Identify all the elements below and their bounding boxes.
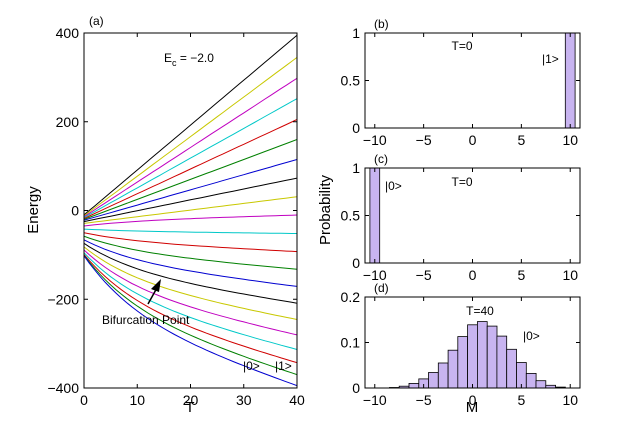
state-label: |0> <box>385 179 402 193</box>
bifurcation-label: Bifurcation Point <box>102 313 190 327</box>
x-axis-label: T <box>185 399 194 416</box>
x-tick-label: 0 <box>80 392 88 408</box>
energy-level-line <box>84 119 297 219</box>
panel-title: T=0 <box>451 175 472 189</box>
y-tick-label: 0 <box>352 120 360 136</box>
x-tick-label: 0 <box>469 267 477 283</box>
y-tick-label: 0.5 <box>341 73 361 89</box>
bar <box>408 382 420 389</box>
state-label: |0> <box>523 329 540 343</box>
y-tick-label: 0.1 <box>341 335 361 351</box>
x-tick-label: −10 <box>363 267 387 283</box>
bar <box>447 349 459 389</box>
y-tick-label: 0.5 <box>341 208 361 224</box>
energy-level-line <box>84 254 297 376</box>
series-group <box>84 34 297 387</box>
y-tick-label: −200 <box>47 291 79 307</box>
x-tick-label: −5 <box>416 267 432 283</box>
bar <box>535 380 547 389</box>
panel-title: T=40 <box>466 304 494 318</box>
panel-label: (b) <box>374 17 389 31</box>
ec-annotation: Ec = −2.0 <box>164 51 214 68</box>
x-tick-label: 5 <box>517 267 525 283</box>
panel-(d): −10 −5 0 5 10 0 0.1 0.2 (d) T=40 |0> M <box>341 281 581 416</box>
bar <box>457 336 468 389</box>
y-tick-label: −400 <box>47 380 79 396</box>
panel-label: (c) <box>374 152 388 166</box>
energy-level-line <box>84 214 297 227</box>
x-tick-label: 40 <box>289 392 305 408</box>
energy-level-line <box>84 246 297 320</box>
y-tick-label: 1 <box>352 160 360 176</box>
energy-level-line <box>84 159 297 221</box>
arrow-head <box>151 279 161 292</box>
y-tick-label: 0 <box>352 255 360 271</box>
bar <box>467 324 478 389</box>
energy-level-line <box>84 77 297 218</box>
state-label: |1> <box>542 52 559 66</box>
x-tick-label: −5 <box>416 132 432 148</box>
x-tick-label: 20 <box>183 392 199 408</box>
energy-level-line <box>84 242 297 304</box>
x-tick-label: −5 <box>416 392 432 408</box>
panel-a: 0 10 20 30 40 −400 −200 0 200 400 (a) Ec = −2.0 Bifu… <box>25 14 305 416</box>
x-axis-label: M <box>466 399 479 416</box>
energy-level-line <box>84 252 297 350</box>
bar <box>486 325 498 389</box>
energy-level-line <box>84 196 297 224</box>
x-tick-label: 5 <box>517 392 525 408</box>
bar <box>525 372 537 389</box>
energy-level-line <box>84 228 297 234</box>
x-tick-label: 0 <box>469 392 477 408</box>
x-tick-label: 10 <box>562 392 578 408</box>
energy-level-line <box>84 235 297 270</box>
energy-level-line <box>84 239 297 287</box>
energy-level-line <box>84 255 297 387</box>
bar <box>428 372 439 389</box>
x-tick-label: 5 <box>517 132 525 148</box>
y-tick-label: 0 <box>71 203 79 219</box>
y-tick-label: 0.2 <box>341 289 361 305</box>
y-tick-label: 400 <box>56 25 80 41</box>
panel-(b): −10 −5 0 5 10 0 0.5 1 (b) T=0 |1> <box>341 17 581 148</box>
y-tick-label: 200 <box>56 114 80 130</box>
state-0-label: |0> <box>243 359 260 373</box>
x-tick-label: −10 <box>363 392 387 408</box>
x-tick-label: 10 <box>562 267 578 283</box>
bar <box>437 362 449 389</box>
energy-level-line <box>84 177 297 223</box>
y-tick-label: 0 <box>352 380 360 396</box>
energy-level-line <box>84 139 297 220</box>
energy-level-line <box>84 98 297 219</box>
energy-level-line <box>84 34 297 216</box>
panel-title: T=0 <box>451 39 472 53</box>
energy-level-line <box>84 249 297 336</box>
bar <box>506 348 517 389</box>
panel-(c): −10 −5 0 5 10 0 0.5 1 (c) T=0 |0> <box>341 152 581 283</box>
shared-y-axis-label: Probability <box>317 174 334 245</box>
bar <box>476 321 488 389</box>
bar <box>369 167 381 264</box>
x-tick-label: 10 <box>129 392 145 408</box>
y-tick-label: 1 <box>352 25 360 41</box>
bar <box>496 335 508 389</box>
energy-level-line <box>84 57 297 217</box>
state-1-label: |1> <box>275 359 292 373</box>
x-tick-label: −10 <box>363 132 387 148</box>
bar <box>564 32 576 129</box>
x-tick-label: 10 <box>562 132 578 148</box>
x-tick-label: 30 <box>236 392 252 408</box>
x-tick-label: 0 <box>469 132 477 148</box>
energy-level-line <box>84 254 297 364</box>
panel-label: (a) <box>89 14 104 28</box>
y-axis-label: Energy <box>25 186 42 234</box>
panel-label: (d) <box>374 281 389 295</box>
energy-level-line <box>84 232 297 253</box>
